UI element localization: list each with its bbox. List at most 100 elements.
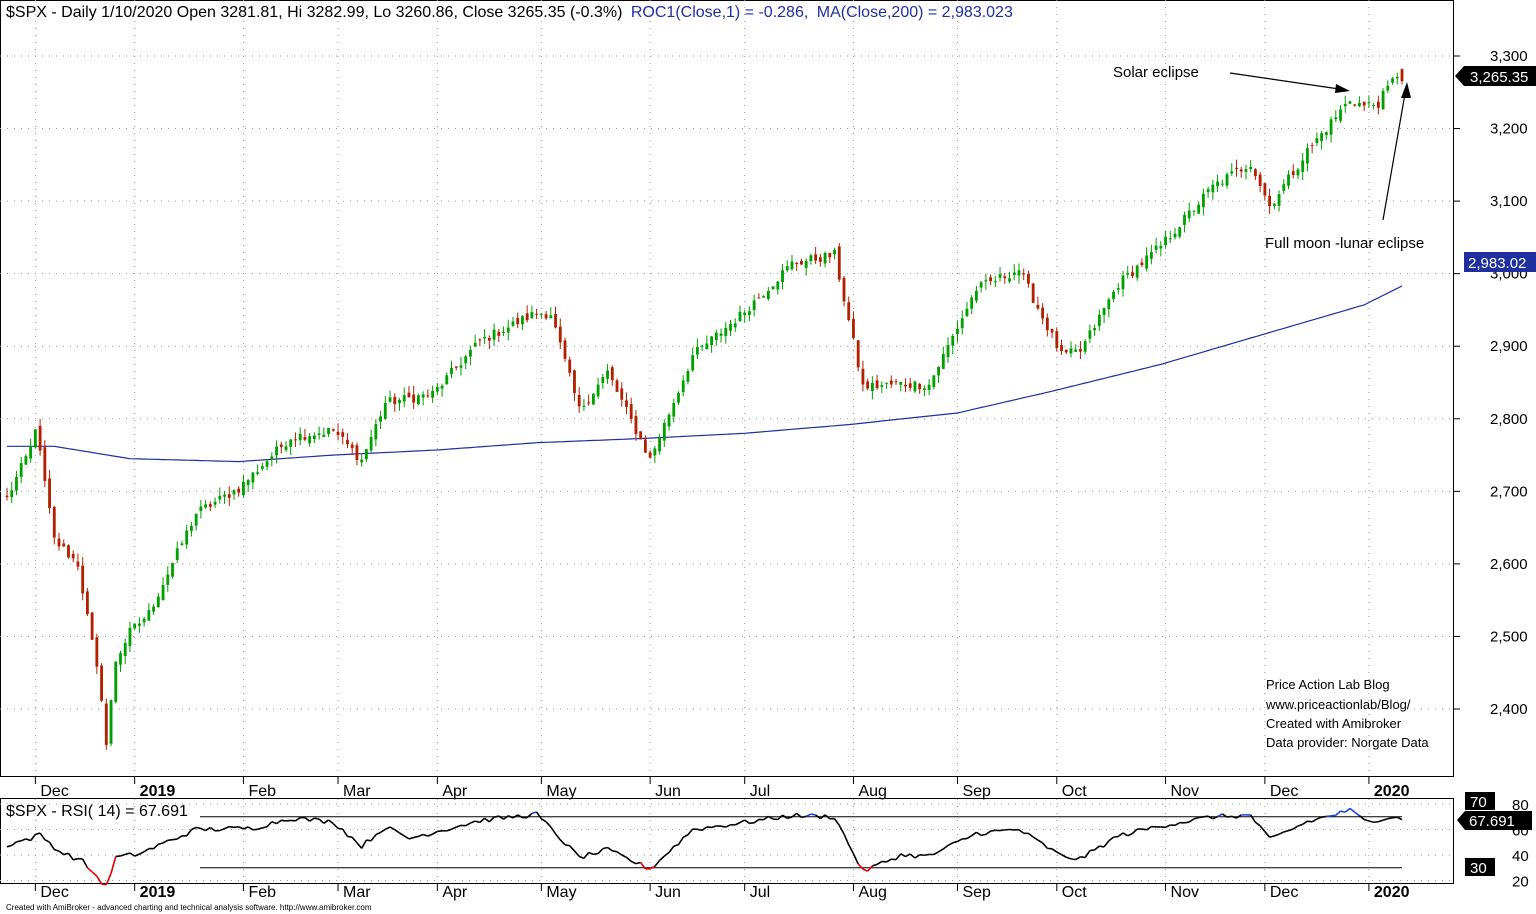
rsi-segment xyxy=(1368,820,1374,824)
candle-body xyxy=(440,385,444,389)
rsi-segment xyxy=(824,814,831,820)
candle-body xyxy=(828,253,832,258)
candle-body xyxy=(331,429,335,431)
rsi-segment xyxy=(191,826,197,831)
rsi-segment xyxy=(701,826,708,831)
candle-body xyxy=(691,355,695,371)
rsi-segment xyxy=(1117,832,1124,838)
rsi-segment xyxy=(1330,814,1336,817)
candle-body xyxy=(227,494,231,498)
candle-body xyxy=(951,336,955,346)
candle-body xyxy=(492,329,496,340)
rsi-segment xyxy=(753,818,760,824)
candle-body xyxy=(1045,317,1049,331)
candle-body xyxy=(10,490,14,498)
candle-body xyxy=(416,395,420,405)
candle-body xyxy=(48,478,51,509)
candle-body xyxy=(497,331,501,336)
rsi-segment xyxy=(900,853,906,858)
rsi-segment xyxy=(81,858,89,869)
candle-body xyxy=(1116,288,1120,290)
rsi-segment xyxy=(1254,821,1261,827)
rsi-segment xyxy=(621,854,627,859)
rsi-segment xyxy=(172,838,178,841)
candle-body xyxy=(478,339,482,341)
candle-body xyxy=(298,433,302,441)
candle-body xyxy=(1022,273,1026,275)
candle-body xyxy=(388,397,392,402)
candle-body xyxy=(823,252,827,264)
candle-body xyxy=(554,313,557,328)
candle-body xyxy=(431,391,435,398)
candle-body xyxy=(312,435,316,440)
candle-body xyxy=(1079,349,1082,352)
candle-body xyxy=(724,327,728,336)
candle-body xyxy=(695,346,699,355)
rsi-segment xyxy=(1061,853,1067,858)
rsi-segment xyxy=(942,844,949,850)
candle-body xyxy=(251,472,255,483)
candle-body xyxy=(776,281,780,290)
header-roc-line: ROC1(Close,1) = -0.286, xyxy=(631,4,808,21)
candle-body xyxy=(970,297,974,309)
rsi-segment xyxy=(30,833,37,842)
rsi-segment xyxy=(167,838,173,842)
rsi-x-label: Nov xyxy=(1171,884,1199,901)
candle-body xyxy=(511,321,515,326)
candle-body xyxy=(880,385,884,387)
candle-body xyxy=(1055,331,1059,349)
candle-body xyxy=(582,405,586,407)
candle-body xyxy=(710,336,714,346)
candle-body xyxy=(658,438,661,452)
rsi-segment xyxy=(663,851,670,857)
rsi-segment xyxy=(503,815,509,820)
candle-body xyxy=(889,380,893,385)
candle-body xyxy=(771,286,775,290)
candle-body xyxy=(748,311,751,315)
rsi-segment xyxy=(862,868,868,872)
rsi-segment xyxy=(1231,815,1237,819)
rsi-segment xyxy=(1065,856,1072,860)
candle-body xyxy=(71,553,75,559)
rsi-segment xyxy=(838,824,845,835)
candle-body xyxy=(133,623,137,629)
candle-body xyxy=(29,446,33,459)
candle-body xyxy=(379,416,382,422)
rsi-segment xyxy=(54,848,60,852)
rsi-segment xyxy=(209,826,216,832)
rsi-segment xyxy=(980,833,987,837)
rsi-segment xyxy=(1094,845,1100,851)
rsi-segment xyxy=(1358,815,1365,821)
price-candles xyxy=(5,68,1404,750)
rsi-segment xyxy=(465,822,471,827)
candle-body xyxy=(81,565,85,594)
candle-body xyxy=(587,402,591,404)
candle-body xyxy=(33,429,37,448)
price-x-label: 2019 xyxy=(140,783,176,800)
rsi-segment xyxy=(924,853,930,857)
candle-body xyxy=(1031,283,1035,303)
rsi-segment xyxy=(531,811,537,815)
candle-body xyxy=(648,452,652,458)
candle-body xyxy=(1320,133,1324,142)
candle-body xyxy=(407,392,411,398)
candle-body xyxy=(459,365,463,368)
candle-body xyxy=(123,642,127,657)
rsi-segment xyxy=(720,825,726,828)
price-x-label: Nov xyxy=(1171,783,1199,800)
rsi-segment xyxy=(1316,816,1322,820)
rsi-segment xyxy=(593,852,599,856)
candle-body xyxy=(483,336,487,339)
price-x-label: Dec xyxy=(40,783,68,800)
candle-body xyxy=(246,480,250,485)
candle-body xyxy=(852,318,855,339)
candle-body xyxy=(1206,189,1210,193)
rsi-x-label: Dec xyxy=(40,884,68,901)
rsi-x-label: May xyxy=(546,884,576,901)
candle-body xyxy=(213,501,217,505)
rsi-segment xyxy=(990,829,996,832)
rsi-segment xyxy=(370,834,377,842)
rsi-segment xyxy=(484,817,490,823)
candle-body xyxy=(1149,252,1153,259)
rsi-segment xyxy=(725,824,731,828)
